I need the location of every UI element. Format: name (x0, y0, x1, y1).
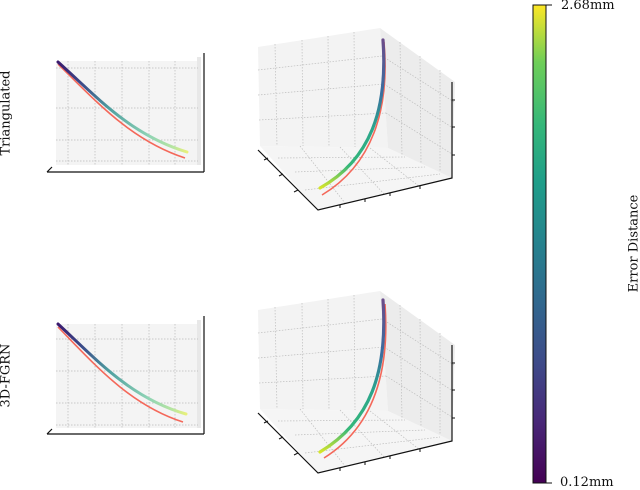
axis-lines (46, 53, 205, 173)
axis-ticks (263, 99, 455, 208)
grid-lines (56, 324, 198, 428)
ground-truth-curve (57, 63, 186, 159)
colorbar (532, 4, 552, 484)
ground-truth-curve (323, 303, 387, 459)
prediction-curve (318, 38, 386, 190)
panel-3dfgrn-3d (257, 291, 455, 474)
grid-lines (257, 31, 455, 204)
prediction-curve (56, 322, 188, 416)
prediction-curve (56, 60, 189, 154)
colorbar-title: Error Distance (626, 194, 640, 293)
row-label-triangulated: Triangulated (0, 70, 14, 156)
panel-triangulated-2d (46, 53, 205, 173)
colorbar-gradient (532, 4, 547, 484)
prediction-curve (318, 298, 386, 454)
panel-triangulated-3d (257, 28, 455, 211)
axis-lines (46, 316, 205, 435)
colorbar-max-label: 2.68mm (561, 0, 615, 13)
axis-lines (257, 345, 453, 474)
axis-ticks (263, 362, 455, 471)
grid-lines (257, 294, 455, 467)
grid-lines (56, 61, 198, 165)
colorbar-min-label: 0.12mm (560, 475, 614, 490)
axis-lines (257, 82, 453, 211)
panel-3dfgrn-2d (46, 316, 205, 435)
row-label-3dfgrn: 3D-FGRN (0, 343, 14, 408)
ground-truth-curve (57, 326, 184, 423)
